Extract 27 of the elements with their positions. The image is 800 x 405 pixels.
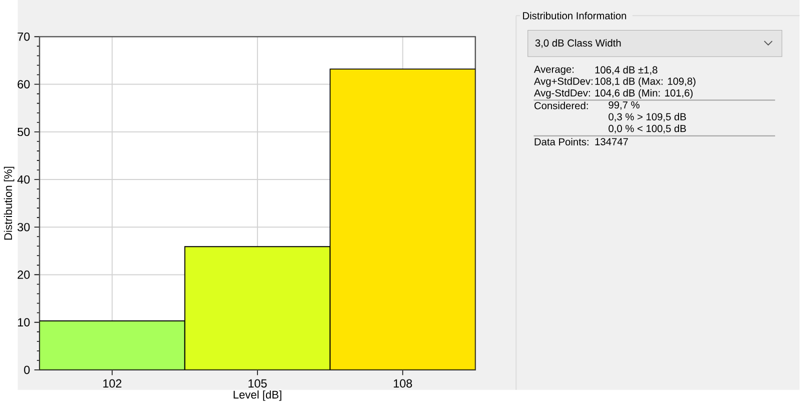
text: 134747: [595, 138, 628, 146]
text: Avg+StdDev:: [534, 78, 592, 87]
y-tick-label: 10: [18, 318, 30, 327]
text: 106,4 dB ±1,8: [595, 66, 658, 75]
y-tick-label: 20: [18, 270, 30, 280]
y-axis-title: Distribution [%]: [4, 167, 14, 240]
x-tick-label: 108: [394, 379, 412, 388]
x-tick-label: 105: [248, 379, 267, 388]
text: 0,0 % < 100,5 dB: [608, 124, 686, 134]
text: Data Points:: [534, 138, 588, 146]
y-tick-label: 50: [18, 128, 30, 136]
text: 3,0 dB Class Width: [535, 39, 621, 48]
text: Avg-StdDev:: [534, 89, 590, 99]
text: 104,6 dB (Min: 101,6): [595, 89, 693, 99]
x-axis-title: Level [dB]: [234, 390, 282, 401]
text: Distribution Information: [523, 12, 626, 20]
text: Average:: [534, 66, 574, 76]
text: Considered:: [534, 102, 588, 110]
text: 99,7 %: [608, 102, 640, 110]
y-tick-label: 70: [18, 32, 30, 41]
y-tick-label: 30: [18, 223, 30, 232]
text: 108,1 dB (Max: 109,8): [595, 78, 696, 87]
y-tick-label: 0: [24, 366, 30, 374]
y-tick-label: 60: [18, 80, 30, 89]
text: 0,3 % > 109,5 dB: [608, 113, 686, 122]
y-tick-label: 40: [17, 175, 30, 184]
x-tick-label: 102: [103, 379, 122, 388]
